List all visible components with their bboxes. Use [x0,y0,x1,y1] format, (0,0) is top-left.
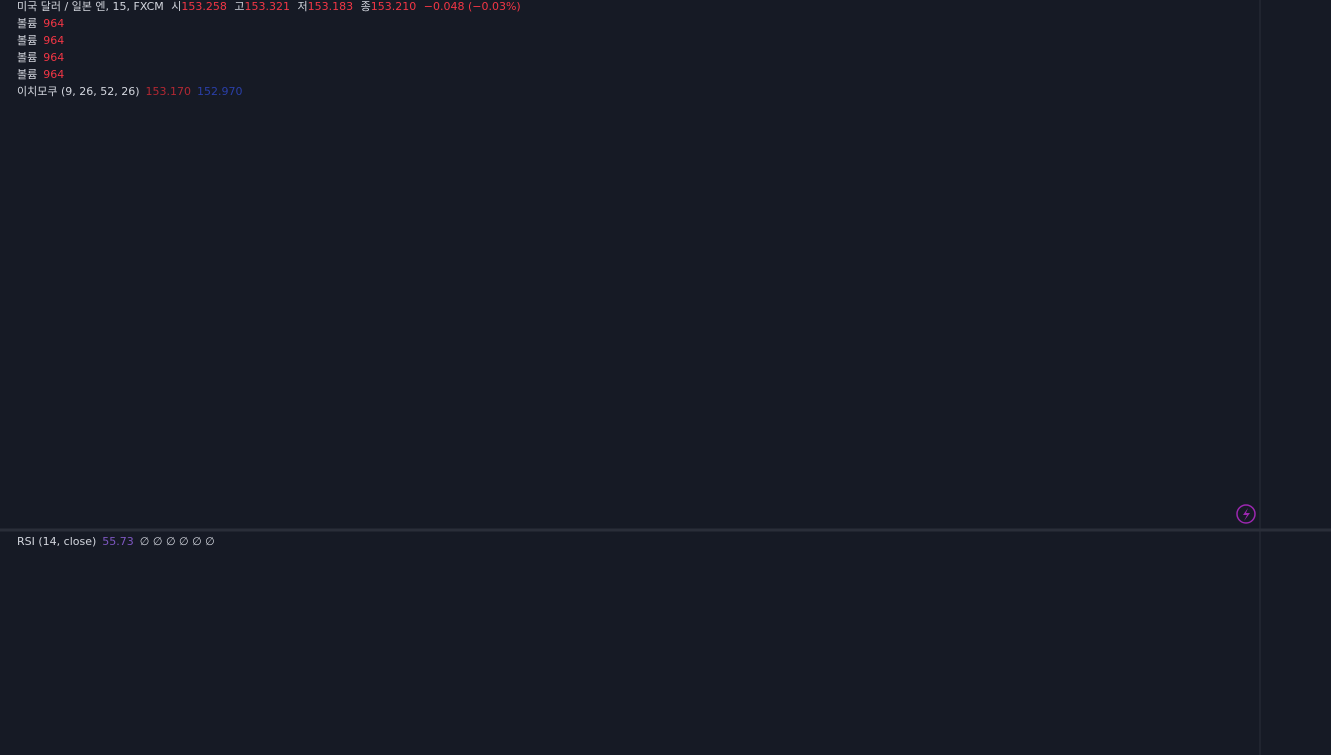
legend-name: 이치모쿠 (9, 26, 52, 26) [17,85,140,98]
legend-value: 964 [43,51,64,64]
ohlc-name: 시 [171,0,181,13]
volume-legend: 볼륨 964 [17,34,64,47]
header: 미국 달러 / 일본 엔, 15, FXCM 시153.258 고153.321… [17,0,521,13]
ohlc-value: 153.183 [308,0,354,13]
volume-legend: 볼륨 964 [17,17,64,30]
legend-name: 볼륨 [17,51,37,64]
volume-legend: 볼륨 964 [17,68,64,81]
volume-legend: 볼륨 964 [17,51,64,64]
ichimoku-legend: 이치모쿠 (9, 26, 52, 26) 153.170 152.970 [17,85,243,98]
rsi-legend: RSI (14, close) 55.73 ∅ ∅ ∅ ∅ ∅ ∅ [17,535,215,548]
legend-name: 볼륨 [17,34,37,47]
change: −0.048 (−0.03%) [424,0,521,13]
legend-value: 964 [43,34,64,47]
ohlc-value: 153.258 [181,0,227,13]
ohlc-value: 153.321 [245,0,291,13]
alert-icon[interactable] [1236,504,1256,524]
legend-value: 55.73 [102,535,134,548]
ohlc-name: 저 [298,0,308,13]
ohlc-name: 종 [361,0,371,13]
legend-value: 153.170 [146,85,192,98]
ohlc-value: 153.210 [371,0,417,13]
alert-icon-bolt [1243,508,1250,521]
legend-name: RSI (14, close) [17,535,96,548]
symbol-title: 미국 달러 / 일본 엔, 15, FXCM [17,0,164,13]
legend-nulls: ∅ ∅ ∅ ∅ ∅ ∅ [140,535,215,548]
legend-value: 964 [43,68,64,81]
legend-value: 152.970 [197,85,243,98]
legend-value: 964 [43,17,64,30]
legend-name: 볼륨 [17,17,37,30]
ohlc-name: 고 [234,0,244,13]
legend-name: 볼륨 [17,68,37,81]
